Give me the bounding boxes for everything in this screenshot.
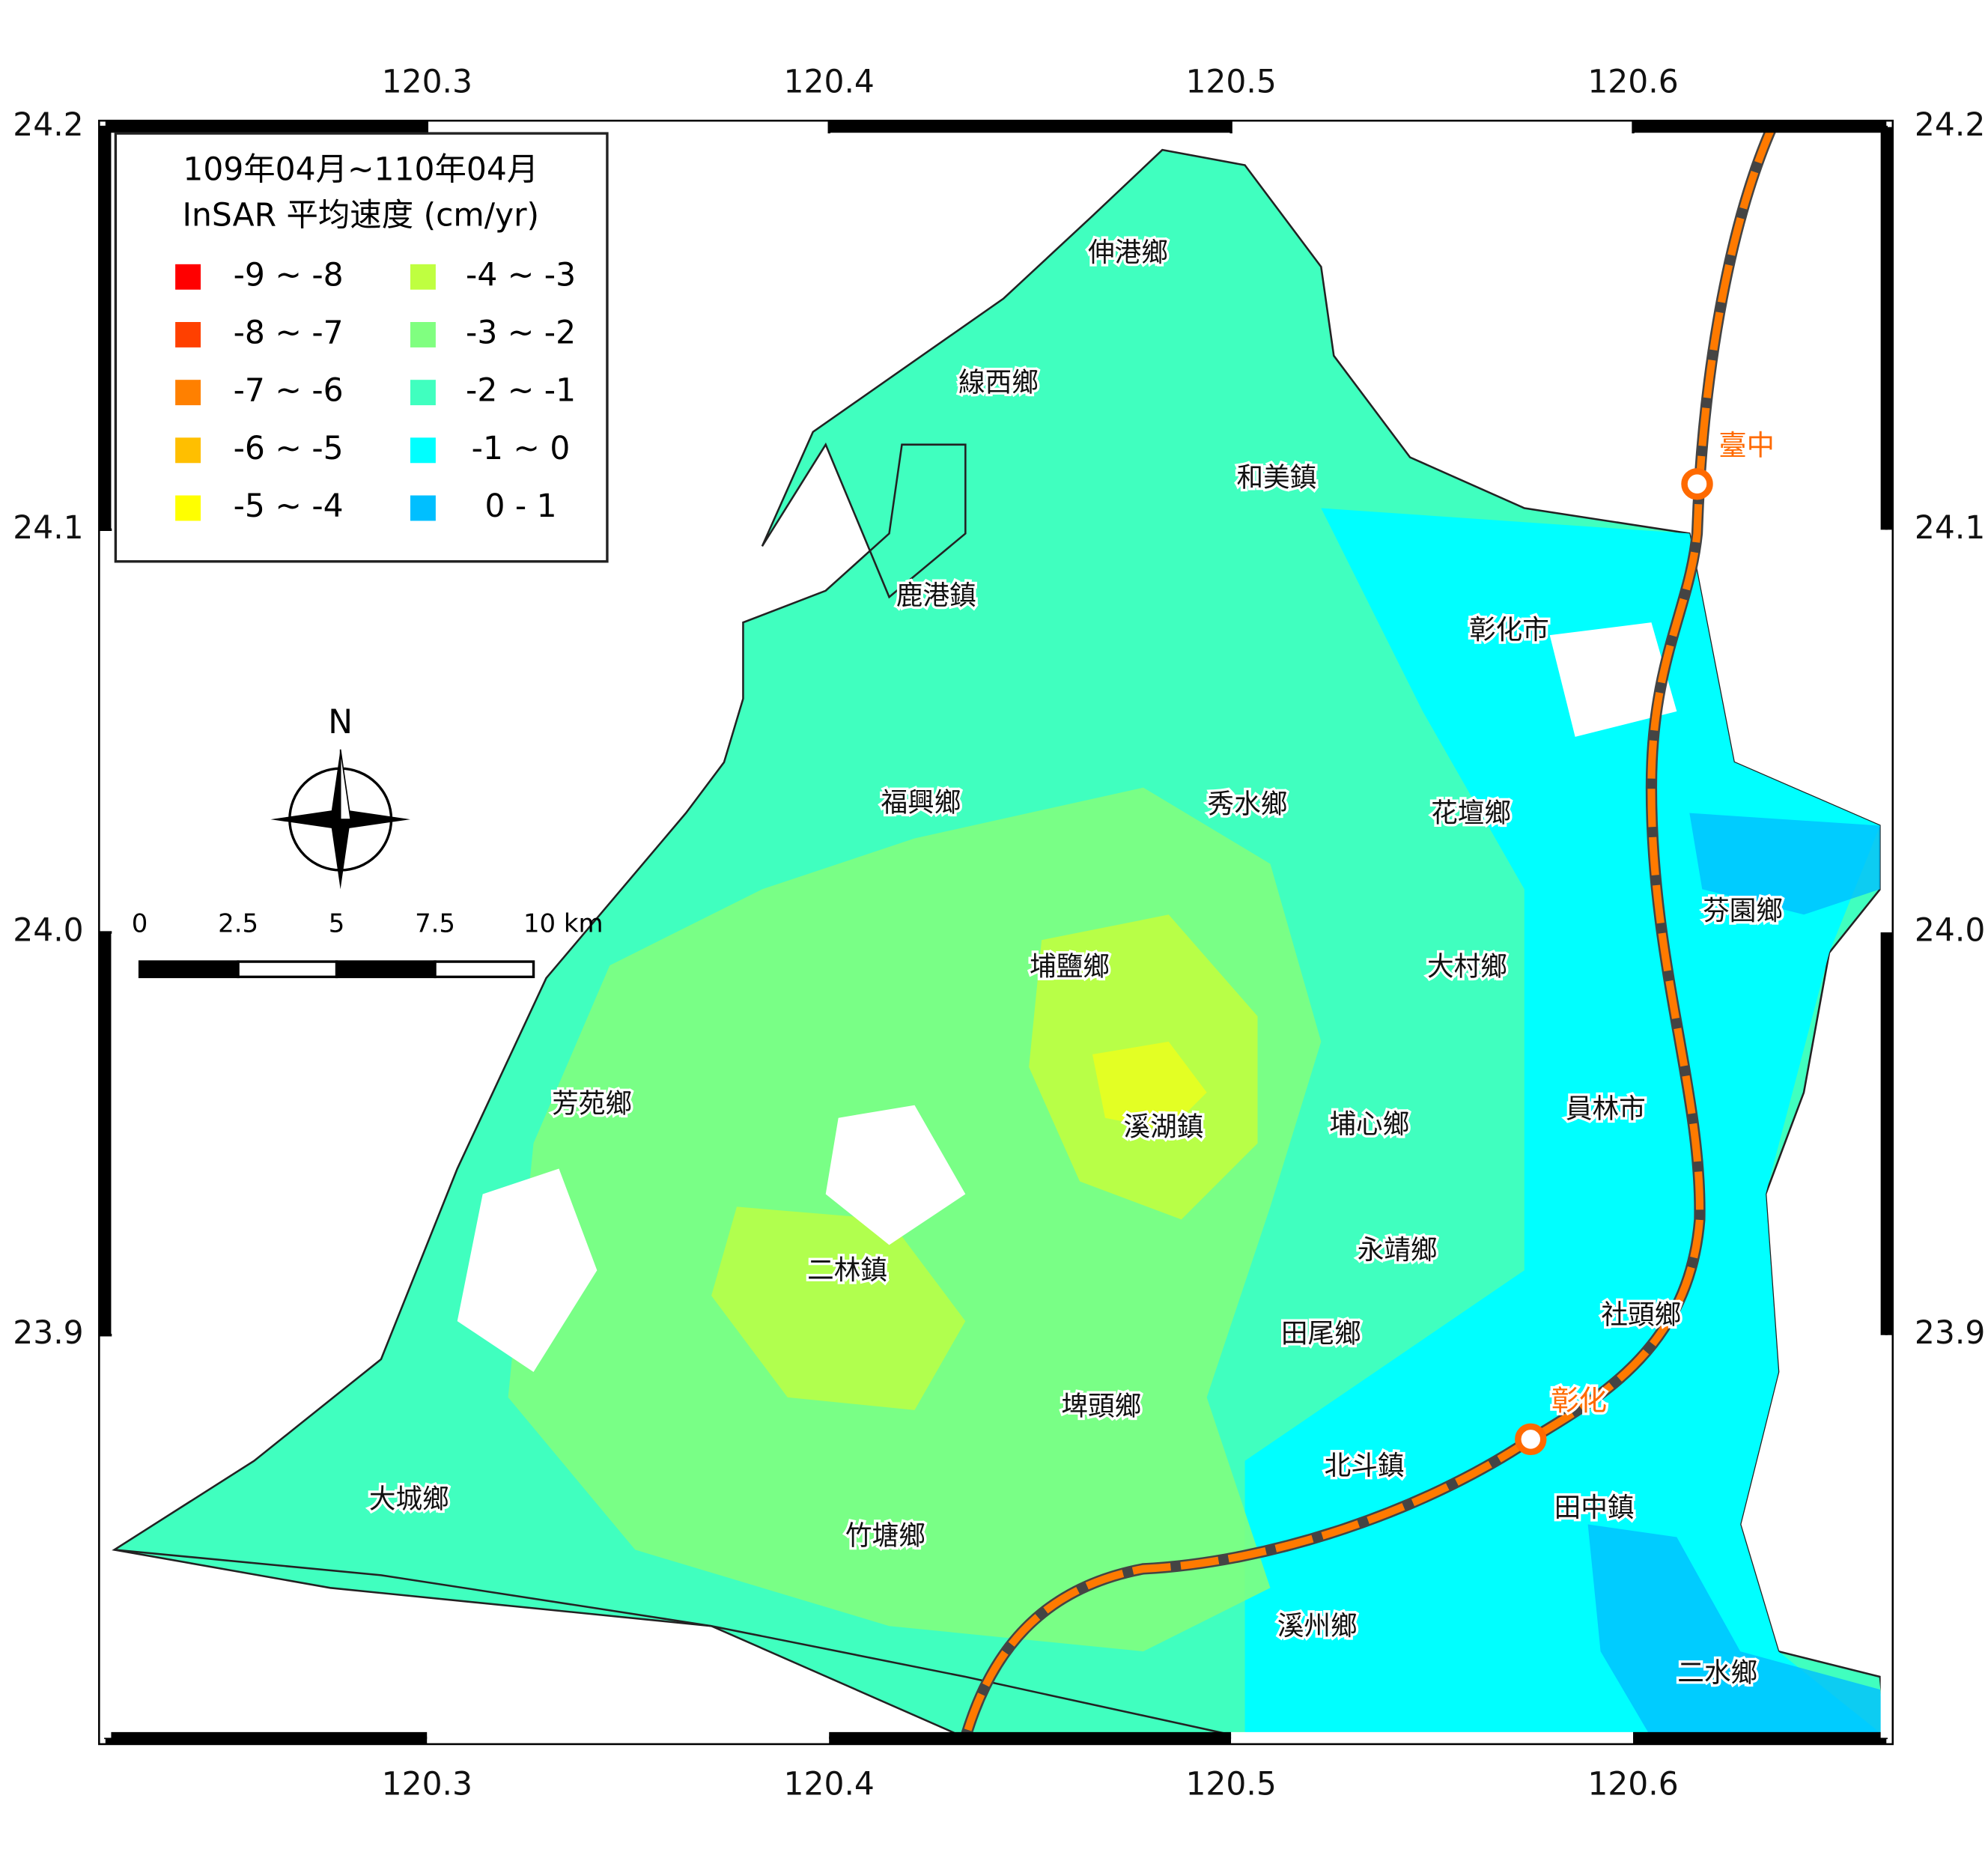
legend-swatch bbox=[175, 437, 201, 464]
township-label: 埔心鄉 bbox=[1329, 1109, 1409, 1140]
legend-subtitle: InSAR 平均速度 (cm/yr) bbox=[183, 197, 540, 234]
legend-label: -7 ~ -6 bbox=[234, 372, 344, 409]
legend-label: -6 ~ -5 bbox=[234, 430, 344, 467]
area-white2 bbox=[825, 1105, 966, 1245]
township-label: 和美鎮 bbox=[1237, 462, 1317, 493]
x-tick-label: 120.5 bbox=[1185, 1765, 1276, 1802]
township-label: 線西鄉 bbox=[958, 367, 1039, 398]
township-label: 鹿港鎮 bbox=[896, 580, 976, 611]
legend-label: -4 ~ -3 bbox=[466, 256, 576, 293]
township-label: 彰化市 bbox=[1469, 615, 1549, 646]
scale-segment bbox=[138, 960, 240, 979]
legend-swatch bbox=[410, 380, 436, 406]
township-label: 芳苑鄉 bbox=[552, 1089, 632, 1120]
rail-dash bbox=[961, 125, 1776, 1739]
velocity-raster bbox=[112, 148, 1888, 1739]
y-tick-label: 24.2 bbox=[1915, 106, 1985, 143]
y-tick-label: 24.2 bbox=[13, 106, 83, 143]
area-blue bbox=[1587, 1524, 1887, 1738]
legend: 109年04月~110年04月 InSAR 平均速度 (cm/yr) -9 ~ … bbox=[114, 132, 609, 563]
township-label: 田尾鄉 bbox=[1281, 1319, 1361, 1350]
legend-swatch bbox=[175, 321, 201, 347]
township-label: 埤頭鄉 bbox=[1061, 1391, 1141, 1421]
township-label: 田中鎮 bbox=[1554, 1493, 1635, 1523]
x-tick-label: 120.5 bbox=[1185, 63, 1276, 100]
legend-label: 0 - 1 bbox=[484, 488, 556, 524]
township-label: 伸港鄉 bbox=[1088, 237, 1168, 268]
township-label: 北斗鎮 bbox=[1325, 1451, 1405, 1481]
graticule-frame: 120.3 120.3 120.4 120.4 120.5 120.5 120.6 120.6… bbox=[13, 63, 1985, 1802]
legend-title: 109年04月~110年04月 bbox=[183, 151, 538, 187]
township-label: 福興鄉 bbox=[881, 788, 961, 819]
area-white1 bbox=[457, 1168, 598, 1372]
township-label: 社頭鄉 bbox=[1601, 1299, 1681, 1330]
township-label: 二林鎮 bbox=[807, 1255, 887, 1286]
y-tick-label: 23.9 bbox=[13, 1314, 83, 1351]
x-tick-label: 120.6 bbox=[1587, 1765, 1678, 1802]
township-label: 員林市 bbox=[1566, 1094, 1646, 1125]
township-label: 溪州鄉 bbox=[1277, 1611, 1358, 1642]
legend-swatch bbox=[175, 380, 201, 406]
x-tick-label: 120.3 bbox=[382, 63, 472, 100]
township-label: 秀水鄉 bbox=[1208, 789, 1288, 819]
township-label: 二水鄉 bbox=[1677, 1658, 1757, 1689]
coast-line bbox=[114, 1549, 1245, 1739]
legend-swatch bbox=[410, 264, 436, 290]
area-white3 bbox=[1549, 622, 1677, 737]
scale-label: 5 bbox=[329, 908, 345, 938]
station-label: 臺中 bbox=[1718, 429, 1775, 462]
north-label: N bbox=[328, 703, 353, 741]
x-tick-label: 120.3 bbox=[382, 1765, 472, 1802]
legend-swatch bbox=[175, 495, 201, 521]
x-tick-label: 120.4 bbox=[784, 1765, 875, 1802]
area-yellow bbox=[1092, 1041, 1207, 1131]
y-tick-label: 24.1 bbox=[1915, 509, 1985, 546]
legend-label: -8 ~ -7 bbox=[234, 314, 344, 350]
scale-label: 7.5 bbox=[415, 908, 455, 938]
compass-half bbox=[339, 749, 352, 820]
scale-label: 0 bbox=[132, 908, 148, 938]
legend-label: -5 ~ -4 bbox=[234, 488, 344, 524]
scale-bar: 0 2.5 5 7.5 10 km bbox=[132, 908, 604, 979]
legend-label: -9 ~ -8 bbox=[234, 256, 344, 293]
x-tick-label: 120.4 bbox=[784, 63, 875, 100]
legend-label: -2 ~ -1 bbox=[466, 372, 576, 409]
station-marker bbox=[1681, 468, 1713, 500]
township-label: 竹塘鄉 bbox=[845, 1520, 925, 1551]
legend-swatch bbox=[410, 437, 436, 464]
legend-label: -3 ~ -2 bbox=[466, 314, 576, 350]
station-marker bbox=[1515, 1423, 1547, 1456]
y-tick-label: 24.1 bbox=[13, 509, 83, 546]
scale-label: 2.5 bbox=[218, 908, 258, 938]
area-yellowgreen2 bbox=[711, 1206, 966, 1410]
y-tick-label: 24.0 bbox=[13, 912, 83, 949]
station-label: 彰化 bbox=[1551, 1384, 1607, 1417]
township-label: 芬園鄉 bbox=[1703, 896, 1783, 926]
township-label: 大城鄉 bbox=[369, 1484, 449, 1514]
legend-label: -1 ~ 0 bbox=[472, 430, 571, 467]
legend-swatch bbox=[410, 495, 436, 521]
scale-segment bbox=[237, 960, 338, 979]
township-label: 花壇鄉 bbox=[1431, 798, 1511, 828]
y-tick-label: 23.9 bbox=[1915, 1314, 1985, 1351]
scale-segment bbox=[434, 960, 535, 979]
x-tick-label: 120.6 bbox=[1587, 63, 1678, 100]
township-label: 埔鹽鄉 bbox=[1030, 952, 1110, 983]
township-label: 永靖鄉 bbox=[1358, 1235, 1438, 1266]
legend-swatch bbox=[175, 264, 201, 290]
township-label: 溪湖鎮 bbox=[1124, 1111, 1204, 1142]
y-tick-label: 24.0 bbox=[1915, 912, 1985, 949]
scale-label: 10 km bbox=[523, 908, 604, 938]
railway bbox=[960, 124, 1778, 1740]
scale-segment bbox=[335, 960, 437, 979]
township-label: 大村鄉 bbox=[1427, 952, 1507, 983]
compass: N bbox=[270, 703, 410, 890]
legend-swatch bbox=[410, 321, 436, 347]
area-blue2 bbox=[1689, 813, 1880, 915]
